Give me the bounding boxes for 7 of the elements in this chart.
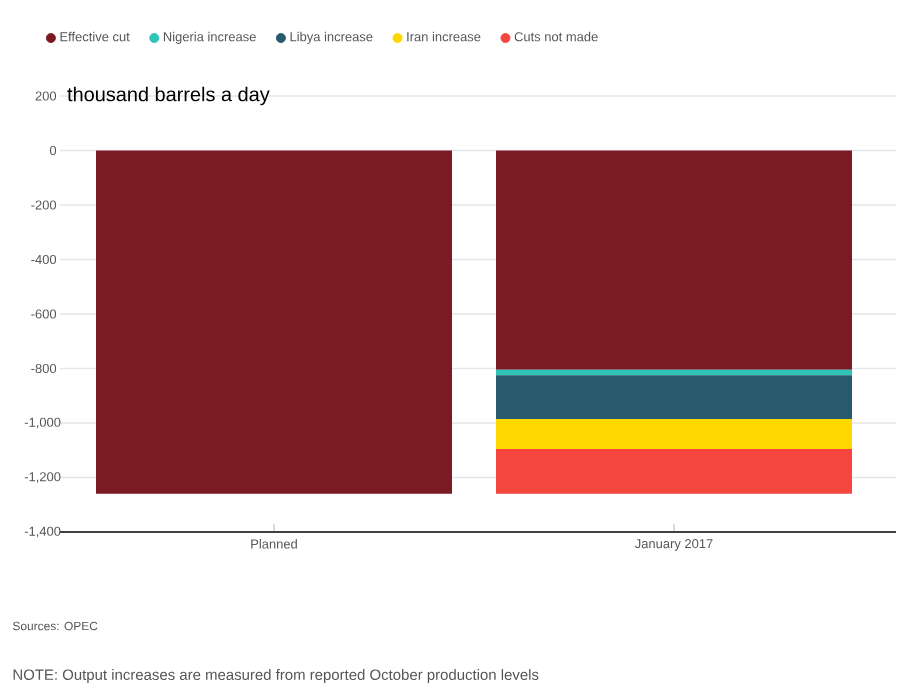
bar [496,150,853,370]
bar [496,418,853,449]
bar [496,448,853,494]
y-axis-title: thousand barrels a day [67,86,270,106]
bar [496,369,853,376]
bar [96,150,452,494]
bar [496,375,853,419]
